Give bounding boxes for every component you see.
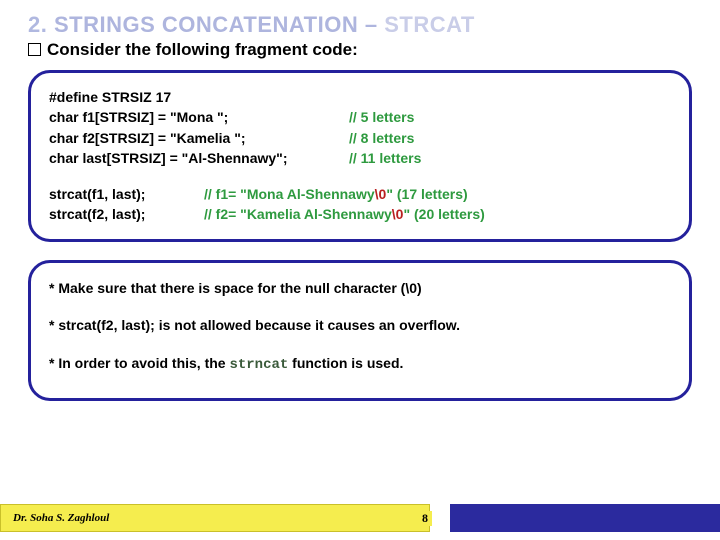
title-number: 2.: [28, 12, 47, 37]
footer-page: 8: [418, 511, 432, 526]
code-comment: // 11 letters: [349, 148, 421, 168]
title-strcat: STRCAT: [384, 12, 475, 37]
note-text: function is used.: [288, 355, 403, 371]
note-item: * strcat(f2, last); is not allowed becau…: [49, 316, 671, 336]
code-line: char last[STRSIZ] = "Al-Shennawy"; // 11…: [49, 148, 671, 168]
code-comment: // 8 letters: [349, 128, 414, 148]
subtitle-text: Consider the following fragment code:: [47, 40, 358, 59]
comment-text: " (20 letters): [403, 206, 484, 222]
comment-text: // f1= "Mona Al-Shennawy: [204, 186, 375, 202]
notes-block: * Make sure that there is space for the …: [28, 260, 692, 401]
footer-right: [450, 504, 720, 532]
result-comment: // f2= "Kamelia Al-Shennawy\0" (20 lette…: [204, 204, 485, 224]
footer-page-wrap: 8: [422, 504, 436, 532]
code-line: char f2[STRSIZ] = "Kamelia "; // 8 lette…: [49, 128, 671, 148]
title-text: STRINGS CONCATENATION –: [54, 12, 378, 37]
footer-left: Dr. Soha S. Zaghloul: [0, 504, 430, 532]
code-block: #define STRSIZ 17 char f1[STRSIZ] = "Mon…: [28, 70, 692, 242]
footer-author: Dr. Soha S. Zaghloul: [13, 512, 109, 524]
subtitle-row: Consider the following fragment code:: [28, 40, 692, 60]
strcat-comments: // f1= "Mona Al-Shennawy\0" (17 letters)…: [204, 184, 485, 225]
code-lines: #define STRSIZ 17 char f1[STRSIZ] = "Mon…: [49, 87, 671, 168]
code-comment: // 5 letters: [349, 107, 414, 127]
note-item: * In order to avoid this, the strncat fu…: [49, 354, 671, 376]
comment-text: // f2= "Kamelia Al-Shennawy: [204, 206, 392, 222]
code-text: strcat(f2, last);: [49, 204, 204, 224]
code-line: #define STRSIZ 17: [49, 87, 671, 107]
code-line: char f1[STRSIZ] = "Mona "; // 5 letters: [49, 107, 671, 127]
strncat-fn: strncat: [229, 357, 288, 373]
slide-title: 2. STRINGS CONCATENATION – STRCAT: [28, 12, 692, 38]
checkbox-icon: [28, 43, 41, 56]
slide: 2. STRINGS CONCATENATION – STRCAT Consid…: [0, 0, 720, 540]
null-char: \0: [392, 206, 404, 222]
null-char: \0: [375, 186, 387, 202]
code-bottom: strcat(f1, last); strcat(f2, last); // f…: [49, 184, 671, 225]
result-comment: // f1= "Mona Al-Shennawy\0" (17 letters): [204, 184, 485, 204]
code-text: char f2[STRSIZ] = "Kamelia ";: [49, 128, 349, 148]
note-item: * Make sure that there is space for the …: [49, 279, 671, 299]
code-text: char f1[STRSIZ] = "Mona ";: [49, 107, 349, 127]
code-text: strcat(f1, last);: [49, 184, 204, 204]
code-text: #define STRSIZ 17: [49, 87, 349, 107]
note-text: * In order to avoid this, the: [49, 355, 229, 371]
code-text: char last[STRSIZ] = "Al-Shennawy";: [49, 148, 349, 168]
comment-text: " (17 letters): [386, 186, 467, 202]
strcat-calls: strcat(f1, last); strcat(f2, last);: [49, 184, 204, 225]
